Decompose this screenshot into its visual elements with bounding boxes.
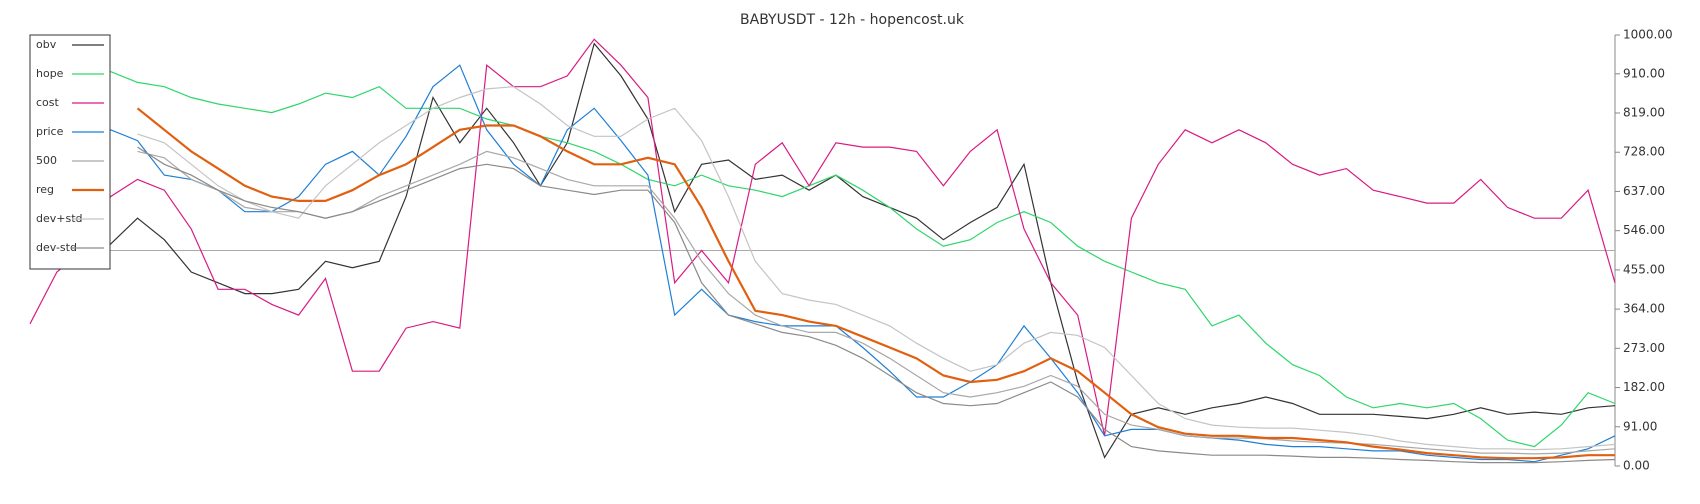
series-line xyxy=(110,71,1616,448)
y-tick-label: 910.00 xyxy=(1623,66,1665,80)
y-tick-label: 546.00 xyxy=(1623,223,1665,237)
y-tick-label: 364.00 xyxy=(1623,302,1665,316)
series-line xyxy=(83,64,1616,463)
legend-label: price xyxy=(36,125,64,138)
y-tick-label: 1000.00 xyxy=(1623,28,1673,42)
legend-label: obv xyxy=(36,38,57,51)
legend-label: hope xyxy=(36,67,64,80)
y-tick-label: 728.00 xyxy=(1623,145,1665,159)
y-tick-label: 273.00 xyxy=(1623,341,1665,355)
series-line xyxy=(137,146,1616,464)
chart-title: BABYUSDT - 12h - hopencost.uk xyxy=(740,12,965,28)
series-line xyxy=(137,86,1616,451)
legend-label: reg xyxy=(36,183,54,196)
y-tick-label: 91.00 xyxy=(1623,419,1657,433)
legend-label: dev+std xyxy=(36,212,83,225)
y-tick-label: 819.00 xyxy=(1623,106,1665,120)
series-line xyxy=(29,42,1616,459)
series-line xyxy=(137,150,1616,455)
legend-label: cost xyxy=(36,96,60,109)
y-tick-label: 637.00 xyxy=(1623,184,1665,198)
y-tick-label: 0.00 xyxy=(1623,459,1650,473)
series-line xyxy=(136,107,1615,460)
y-tick-label: 182.00 xyxy=(1623,380,1665,394)
y-tick-label: 455.00 xyxy=(1623,262,1665,276)
legend-label: 500 xyxy=(36,154,57,167)
legend-label: dev-std xyxy=(36,241,77,254)
series-line xyxy=(29,38,1616,436)
